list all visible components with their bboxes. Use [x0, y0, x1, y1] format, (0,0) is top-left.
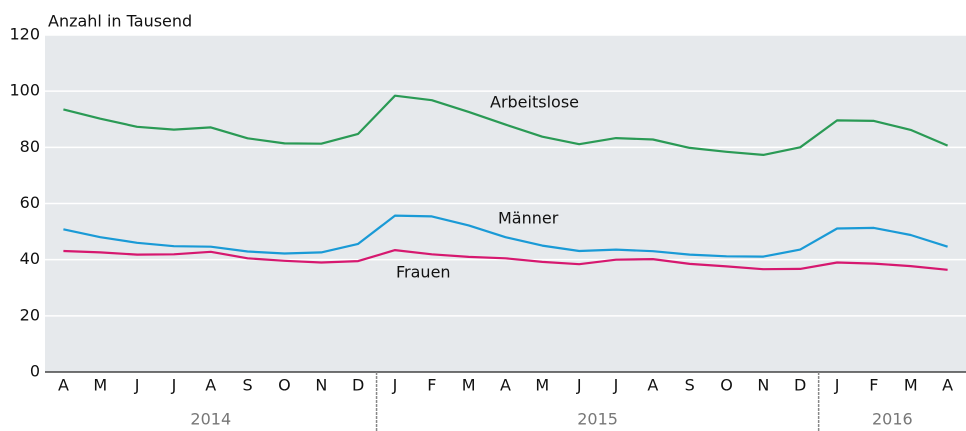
x-tick-label: J	[392, 376, 398, 395]
x-tick-label: A	[942, 376, 953, 395]
x-tick-label: S	[243, 376, 253, 395]
series-label: Frauen	[396, 263, 451, 282]
x-tick-label: J	[134, 376, 140, 395]
x-tick-label: J	[834, 376, 840, 395]
line-series	[63, 214, 948, 258]
year-label: 2014	[190, 410, 231, 429]
y-tick-label: 120	[9, 25, 40, 44]
y-tick-label: 40	[20, 249, 40, 268]
x-tick-label: J	[613, 376, 619, 395]
y-tick-label: 100	[9, 81, 40, 100]
x-tick-label: N	[757, 376, 769, 395]
y-axis-label: Anzahl in Tausend	[48, 12, 192, 31]
x-tick-label: M	[462, 376, 476, 395]
x-tick-label: M	[93, 376, 107, 395]
y-tick-label: 80	[20, 137, 40, 156]
x-tick-label: N	[315, 376, 327, 395]
x-tick-label: M	[904, 376, 918, 395]
year-label: 2015	[577, 410, 618, 429]
x-tick-label: M	[535, 376, 549, 395]
x-tick-label: O	[720, 376, 733, 395]
x-tick-label: J	[171, 376, 177, 395]
y-tick-label: 60	[20, 193, 40, 212]
x-tick-label: A	[58, 376, 69, 395]
x-tick-label: A	[647, 376, 658, 395]
x-tick-label: A	[205, 376, 216, 395]
x-tick-label: D	[352, 376, 364, 395]
x-tick-label: O	[278, 376, 291, 395]
year-label: 2016	[872, 410, 913, 429]
x-tick-label: F	[427, 376, 436, 395]
x-tick-label: J	[576, 376, 582, 395]
line-series	[63, 249, 948, 271]
line-series	[63, 94, 949, 156]
y-tick-label: 20	[20, 305, 40, 324]
x-tick-label: S	[685, 376, 695, 395]
y-tick-label: 0	[30, 362, 40, 381]
series-label: Männer	[498, 209, 559, 228]
x-tick-label: D	[794, 376, 806, 395]
x-tick-label: F	[869, 376, 878, 395]
series-label: Arbeitslose	[490, 93, 579, 112]
x-tick-label: A	[500, 376, 511, 395]
